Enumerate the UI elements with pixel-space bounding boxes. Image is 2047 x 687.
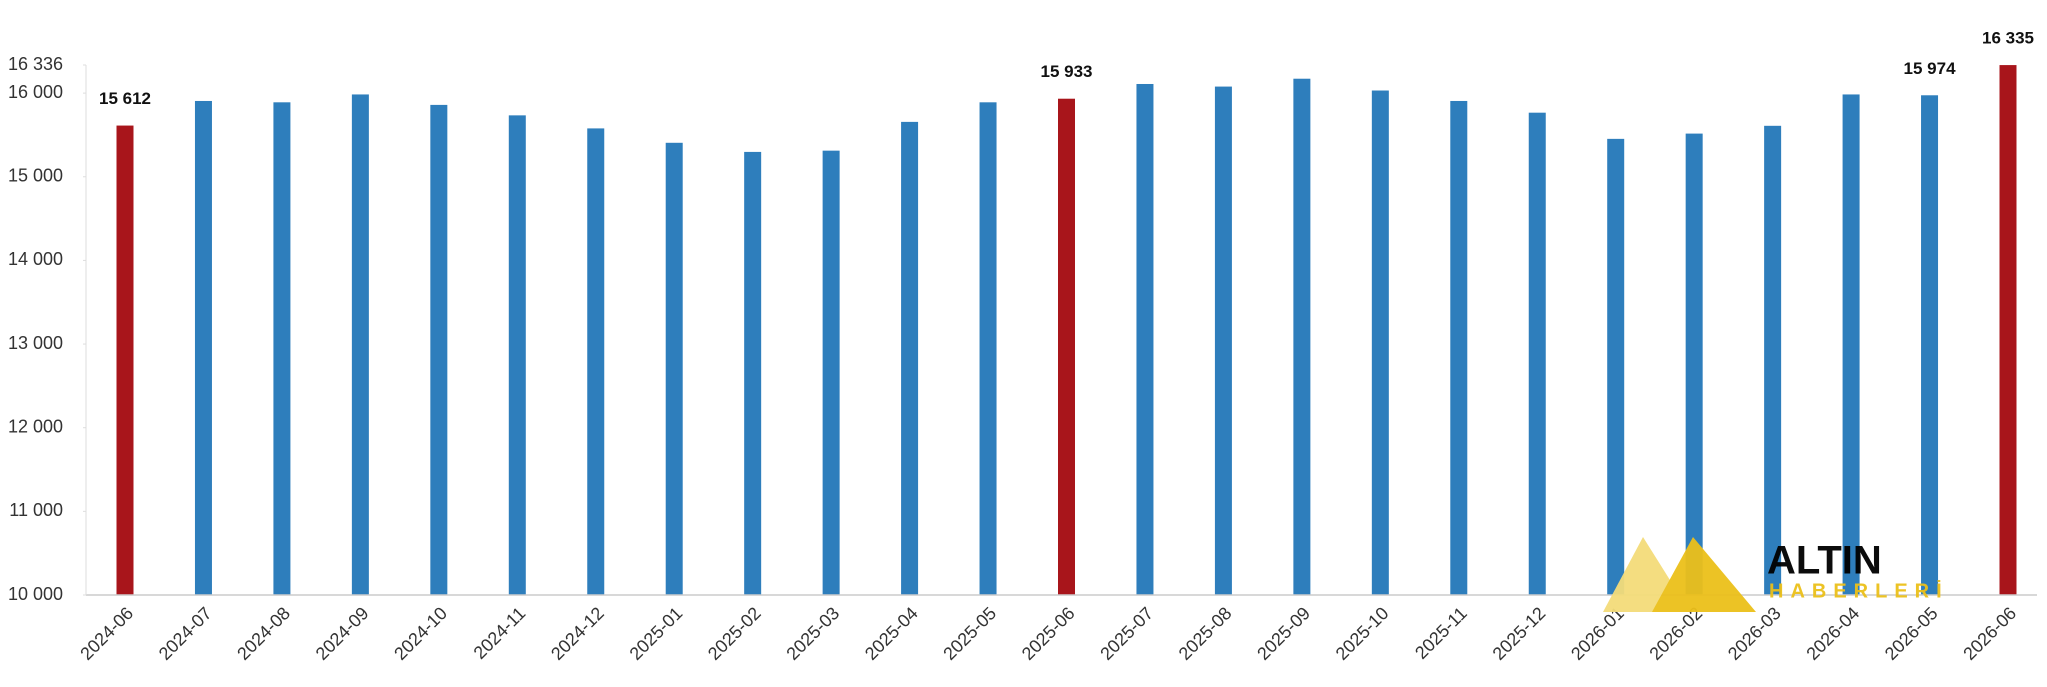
bar (1450, 100, 1468, 596)
bar (665, 142, 683, 595)
bar (430, 104, 448, 595)
bar (1214, 86, 1232, 596)
x-tick-label: 2025-02 (704, 603, 765, 664)
x-tick-label: 2026-05 (1881, 603, 1942, 664)
x-tick-label: 2025-08 (1175, 603, 1236, 664)
y-tick-label: 15 000 (8, 166, 63, 186)
bar (351, 94, 369, 595)
x-tick-label: 2024-09 (312, 603, 373, 664)
bar (273, 102, 291, 596)
x-tick-label: 2026-02 (1645, 603, 1706, 664)
bar (1528, 112, 1546, 595)
bar (1136, 83, 1154, 596)
x-tick-label: 2025-04 (861, 603, 922, 664)
watermark: ALTIN HABERLERİ (1603, 537, 1949, 612)
bar (508, 115, 526, 595)
y-tick-label: 11 000 (9, 500, 63, 520)
bar (116, 125, 134, 596)
bar (1842, 94, 1860, 595)
x-tick-label: 2025-12 (1489, 603, 1550, 664)
x-tick-label: 2025-07 (1096, 603, 1157, 664)
bar (1293, 78, 1311, 595)
bar (979, 102, 997, 596)
y-tick-label: 16 336 (8, 54, 63, 74)
y-tick-label: 12 000 (8, 416, 63, 436)
x-tick-label: 2024-10 (390, 603, 451, 664)
x-tick-label: 2026-04 (1802, 603, 1863, 664)
x-tick-label: 2024-11 (470, 603, 530, 663)
logo-triangle (1652, 537, 1756, 612)
bar (1999, 65, 2017, 596)
value-label: 15 974 (1904, 59, 1957, 78)
bar (1764, 125, 1782, 596)
value-label: 15 612 (99, 89, 151, 108)
bar (1058, 98, 1075, 595)
x-tick-label: 2026-03 (1724, 603, 1785, 664)
x-tick-label: 2025-05 (939, 603, 1000, 664)
x-tick-label: 2026-01 (1567, 603, 1628, 664)
logo-text: ALTIN (1767, 539, 1882, 583)
x-tick-label: 2024-12 (547, 603, 608, 664)
x-tick-label: 2025-01 (626, 603, 687, 664)
x-tick-label: 2024-07 (155, 603, 216, 664)
y-tick-label: 16 000 (8, 82, 63, 102)
bar (744, 151, 762, 595)
x-tick-label: 2025-09 (1253, 603, 1314, 664)
y-tick-label: 14 000 (8, 249, 63, 269)
bar (194, 100, 212, 596)
bar (1921, 95, 1939, 595)
value-label: 15 933 (1041, 62, 1093, 81)
bar (822, 150, 840, 596)
bar (587, 128, 605, 595)
x-tick-label: 2024-06 (76, 603, 137, 664)
x-tick-label: 2025-03 (782, 603, 843, 664)
bar (1607, 138, 1625, 595)
x-tick-label: 2026-06 (1959, 603, 2020, 664)
y-tick-label: 10 000 (8, 584, 63, 604)
bar (901, 121, 919, 595)
bar (1371, 90, 1389, 595)
logo-subtext: HABERLERİ (1769, 579, 1949, 602)
x-tick-label: 2025-10 (1332, 603, 1393, 664)
x-tick-label: 2024-08 (233, 603, 294, 664)
x-tick-label: 2025-06 (1018, 603, 1079, 664)
bar (1685, 133, 1703, 596)
value-label: 16 335 (1982, 29, 2034, 48)
y-tick-label: 13 000 (8, 333, 63, 353)
x-tick-label: 2025-11 (1411, 603, 1471, 663)
